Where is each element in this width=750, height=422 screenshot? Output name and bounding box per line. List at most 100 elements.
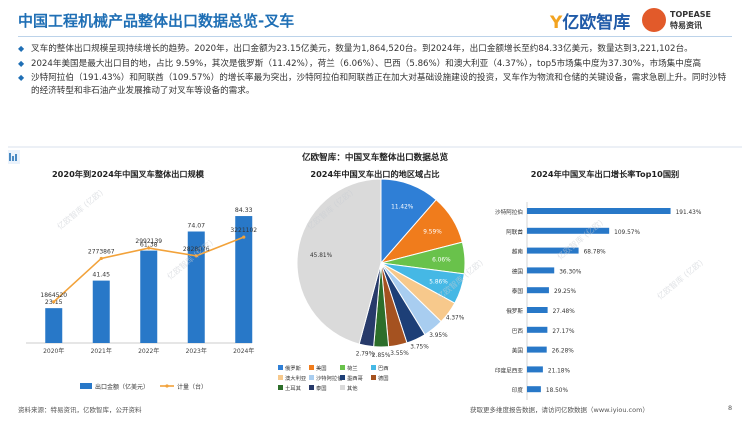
diamond-bullet-icon: ◆ [18, 44, 25, 53]
chart1-title: 2020年到2024年中国叉车整体出口规模 [52, 169, 205, 179]
chart2-slice-label: 2.79% [356, 352, 375, 358]
chart2-legend-swatch [278, 365, 283, 370]
chart3-category-label: 美国 [512, 347, 524, 355]
topease-sub: 特易资讯 [670, 21, 702, 30]
chart1-bar [45, 308, 63, 343]
chart3-title: 2024年中国叉车出口增长率Top10国别 [531, 169, 679, 179]
chart1-line-label: 2828076 [183, 246, 210, 253]
chart2-legend-swatch [371, 375, 376, 380]
chart2-slice-label: 3.95% [429, 333, 448, 339]
bullet-text: 叉车的整体出口规模呈现持续增长的趋势。2020年，出口金额为23.15亿美元，数… [31, 44, 693, 54]
chart3-value-label: 68.78% [584, 250, 607, 256]
bullet-item: ◆ 2024年美国是最大出口目的地，占比 9.59%，其次是俄罗斯（11.42%）… [18, 58, 732, 71]
chart1-bar-label: 61.38 [140, 242, 158, 249]
chart2-slice-label: 2.85% [372, 353, 391, 359]
chart1-x-tick: 2020年 [43, 347, 64, 355]
bullet-item: ◆ 沙特阿拉伯（191.43%）和阿联酋（109.57%）的增长率最为突出，沙特阿… [18, 72, 732, 97]
bar-chart-icon [9, 153, 17, 161]
diamond-bullet-icon: ◆ [18, 58, 25, 68]
chart1-x-tick: 2021年 [91, 347, 112, 355]
yiou-logo-text: 亿欧智库 [562, 13, 631, 33]
topease-logo-icon [642, 8, 666, 32]
page-title: 中国工程机械产品整体出口数据总览-叉车 [18, 12, 295, 30]
chart1-line-point [99, 256, 103, 261]
chart2-legend-swatch [309, 375, 314, 380]
chart3-bar [527, 366, 543, 373]
chart1-bar-label: 84.33 [235, 207, 253, 214]
chart2-legend-swatch [278, 375, 283, 380]
chart2-legend-swatch [278, 385, 283, 390]
chart3-bar [527, 287, 549, 294]
chart2-slice-label: 4.37% [446, 316, 465, 322]
chart1-bar-label: 41.45 [92, 272, 110, 279]
footer-link[interactable]: 获取更多维度报告数据，请访问亿欧数据（www.iyiou.com） [470, 406, 649, 414]
chart1-bar [235, 216, 253, 343]
chart3-bar [527, 346, 547, 353]
chart3-value-label: 18.50% [546, 388, 569, 394]
chart3-bar [527, 267, 555, 274]
chart1-line-label: 3221102 [230, 227, 257, 234]
chart2-slice-label: 6.06% [432, 257, 451, 263]
chart2-slice-label: 11.42% [391, 204, 414, 210]
footer-source: 资料来源：特易资讯，亿欧智库，公开资料 [18, 406, 142, 414]
chart3-value-label: 109.57% [614, 230, 640, 236]
chart2-slice-label: 5.86% [429, 280, 448, 286]
chart1-x-tick: 2024年 [233, 347, 254, 355]
chart3-value-label: 27.17% [552, 329, 575, 335]
chart3-bar [527, 208, 671, 214]
chart2-slice-label: 3.55% [390, 351, 409, 357]
chart3-value-label: 29.25% [554, 289, 577, 295]
chart3-value-label: 36.30% [559, 269, 582, 275]
chart3-category-label: 泰国 [512, 287, 524, 295]
chart2-legend-swatch [371, 365, 376, 370]
chart1-legend-bar-swatch [80, 383, 92, 389]
chart3-bar [527, 307, 548, 313]
chart2-legend-swatch [340, 385, 345, 390]
chart2-legend-label: 其他 [347, 384, 358, 392]
chart3-category-label: 巴西 [512, 328, 524, 335]
chart3-category-label: 印度 [512, 386, 524, 394]
chart3-bar [527, 326, 548, 333]
topease-logo-text: TOPEASE 特易资讯 [670, 9, 711, 31]
chart2-legend-label: 俄罗斯 [285, 364, 302, 372]
chart1-legend-line-label: 计量（台） [177, 383, 207, 391]
title-divider [18, 36, 732, 37]
chart2-slice-label: 9.59% [423, 229, 442, 235]
chart3-value-label: 27.48% [553, 309, 576, 315]
chart1-line-point [194, 254, 198, 258]
chart1-legend-bar-label: 出口金额（亿美元） [95, 383, 149, 391]
chart2-legend-label: 巴西 [378, 365, 389, 372]
chart3-value-label: 21.18% [548, 368, 571, 374]
chart2-slice-label: 45.81% [310, 253, 333, 259]
chart2-legend-swatch [340, 365, 345, 370]
chart2-title: 2024年中国叉车出口的地区域占比 [310, 169, 439, 179]
chart2-legend-label: 德国 [378, 374, 389, 382]
chart3-category-label: 印度尼西亚 [495, 366, 523, 374]
chart2-legend-swatch [309, 365, 314, 370]
page-number: 8 [728, 404, 733, 412]
chart1-bar [187, 231, 205, 343]
chart1-legend-line-dot [165, 384, 169, 388]
chart2-legend-label: 土耳其 [285, 384, 302, 392]
chart2-pie-slice [296, 178, 382, 345]
chart1-bar-label: 74.07 [187, 223, 205, 230]
chart2-legend-label: 荷兰 [347, 364, 358, 372]
chart1-line-point [242, 235, 246, 239]
bullet-text: 沙特阿拉伯（191.43%）和阿联酋（109.57%）的增长率最为突出，沙特阿拉… [31, 73, 727, 96]
chart1-x-tick: 2023年 [186, 347, 207, 355]
chart2-slice-label: 3.75% [410, 345, 429, 351]
chart2-legend-swatch [340, 375, 345, 380]
logo-area: Y亿欧智库 TOPEASE 特易资讯 [550, 6, 740, 36]
section-label: 亿欧智库：中国叉车整体出口数据总览 [302, 151, 449, 163]
chart1-line-label: 1864520 [40, 292, 67, 299]
chart1-line-point [52, 300, 56, 304]
chart2-legend-label: 墨西哥 [347, 375, 363, 382]
diamond-bullet-icon: ◆ [18, 73, 25, 83]
bullet-text: 2024年美国是最大出口目的地，占比 9.59%，其次是俄罗斯（11.42%），… [31, 58, 702, 69]
chart3-category-label: 沙特阿拉伯 [495, 208, 523, 216]
summary-bullets: ◆ 叉车的整体出口规模呈现持续增长的趋势。2020年，出口金额为23.15亿美元，… [18, 43, 732, 99]
chart3-value-label: 26.28% [552, 349, 575, 355]
chart1-x-tick: 2022年 [138, 347, 159, 355]
